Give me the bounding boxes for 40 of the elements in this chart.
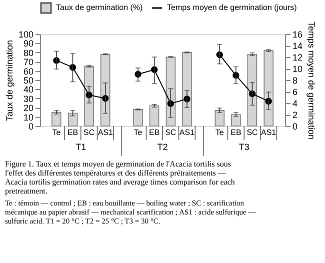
x-tick-label: AS1 [98,128,114,137]
x-tick-label: Te [52,128,62,137]
y-axis-title: Taux de germination [4,40,14,122]
y2-tick-label: 4 [292,98,298,108]
y-tick-label: 70 [23,57,34,68]
x-tick-label: EB [67,128,78,137]
y-tick-label: 0 [28,122,34,132]
y2-axis-title: Temps moyen de germination [306,21,317,140]
y-tick-label: 10 [23,112,34,122]
x-tick-label: EB [230,128,242,137]
text: T1 [76,142,86,152]
y-tick-label: 30 [23,94,34,104]
text: Figure 1. Taux et temps moyen de germination de l'Acacia tortilis sous l'effet des différentes températures et des différents prétraitements — Acacia tortilis germination rates and average times comparison for each pretreatment. [4,159,235,196]
y-tick-label: 90 [23,38,34,49]
text: T3 [238,142,250,152]
x-tick-label: SC [165,128,176,137]
x-tick-label: EB [149,128,160,137]
y2-tick-label: 10 [292,64,303,74]
y2-tick-label: 8 [292,76,298,86]
y2-tick-label: 6 [292,87,298,97]
y-tick-label: 20 [23,103,34,114]
y2-tick-label: 12 [292,52,303,62]
legend-label: Taux de germination (%) [56,3,144,12]
x-tick-label: SC [246,128,258,137]
x-tick-label: SC [84,128,95,137]
y-tick-label: 40 [23,84,34,95]
y2-tick-label: 2 [292,110,298,120]
y-tick-label: 100 [18,30,34,40]
text: T2 [157,142,168,152]
y2-tick-label: 16 [292,30,303,40]
y-tick-label: 60 [23,66,34,76]
y2-tick-label: 14 [292,41,303,51]
y2-tick-label: 0 [292,122,298,132]
y-tick-label: 50 [23,76,34,86]
x-tick-label: Te [215,128,224,137]
x-tick-label: Te [134,128,143,137]
y-tick-label: 80 [23,48,34,58]
x-tick-label: AS1 [261,128,277,137]
legend-label: Temps moyen de germination (jours) [167,3,298,12]
x-tick-label: AS1 [179,128,196,137]
